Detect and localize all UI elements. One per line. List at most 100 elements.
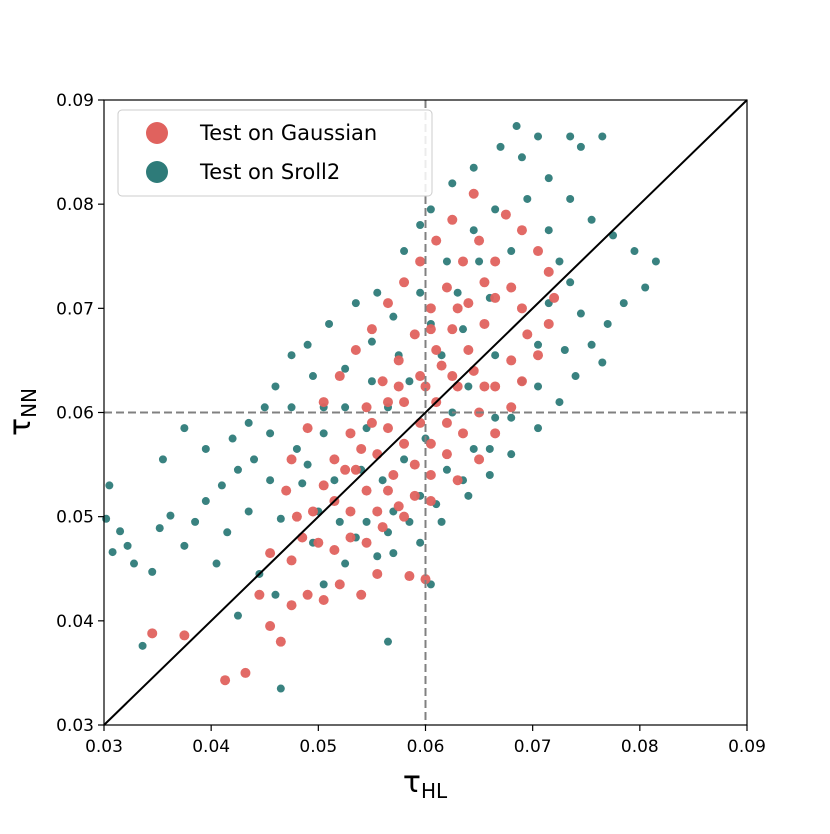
scatter-point bbox=[549, 292, 560, 303]
scatter-point bbox=[651, 257, 660, 266]
legend-marker bbox=[146, 122, 168, 144]
y-tick-label: 0.04 bbox=[56, 612, 94, 632]
x-label-symbol: τ bbox=[403, 765, 421, 800]
scatter-point bbox=[319, 429, 328, 438]
scatter-point bbox=[560, 346, 569, 354]
scatter-point bbox=[382, 423, 393, 434]
x-tick-label: 0.07 bbox=[514, 737, 552, 757]
scatter-point bbox=[416, 538, 425, 547]
scatter-point bbox=[201, 497, 210, 506]
scatter-point bbox=[479, 318, 490, 329]
scatter-point bbox=[416, 288, 425, 297]
scatter-point bbox=[373, 552, 382, 561]
scatter-point bbox=[350, 464, 361, 475]
scatter-point bbox=[372, 449, 383, 460]
scatter-point bbox=[500, 209, 511, 220]
scatter-point bbox=[463, 298, 474, 309]
scatter-point bbox=[372, 506, 383, 517]
scatter-point bbox=[286, 454, 297, 465]
scatter-point bbox=[576, 142, 585, 151]
scatter-point bbox=[388, 470, 399, 480]
scatter-point bbox=[452, 475, 463, 486]
scatter-point bbox=[334, 371, 345, 382]
scatter-point bbox=[318, 595, 329, 605]
scatter-point bbox=[437, 517, 446, 526]
scatter-point bbox=[459, 325, 468, 334]
scatter-point bbox=[265, 548, 276, 559]
scatter-point bbox=[491, 205, 500, 214]
scatter-point bbox=[555, 398, 564, 407]
scatter-point bbox=[108, 548, 117, 557]
scatter-point bbox=[298, 479, 307, 488]
scatter-point bbox=[641, 283, 650, 292]
scatter-point bbox=[399, 277, 410, 288]
scatter-point bbox=[382, 298, 393, 309]
scatter-point bbox=[555, 257, 564, 266]
scatter-point bbox=[517, 153, 526, 162]
x-label-subscript: HL bbox=[421, 779, 448, 803]
scatter-point bbox=[228, 434, 237, 443]
scatter-point bbox=[474, 235, 485, 246]
scatter-point bbox=[425, 324, 436, 335]
scatter-point bbox=[458, 256, 469, 267]
scatter-point bbox=[516, 303, 527, 314]
scatter-point bbox=[361, 537, 372, 548]
scatter-point bbox=[399, 397, 410, 408]
scatter-point bbox=[180, 424, 189, 433]
x-tick-label: 0.09 bbox=[728, 737, 766, 757]
scatter-point bbox=[630, 247, 639, 256]
scatter-point bbox=[491, 413, 500, 422]
scatter-point bbox=[180, 541, 189, 550]
scatter-point bbox=[345, 506, 356, 517]
scatter-point bbox=[576, 309, 585, 318]
scatter-point bbox=[490, 292, 501, 303]
scatter-point bbox=[512, 122, 521, 131]
scatter-point bbox=[405, 377, 414, 386]
scatter-point bbox=[254, 589, 265, 600]
scatter-point bbox=[587, 215, 596, 224]
scatter-point bbox=[452, 381, 463, 392]
scatter-point bbox=[325, 319, 334, 328]
scatter-point bbox=[155, 524, 164, 533]
scatter-point bbox=[490, 428, 501, 439]
scatter-point bbox=[250, 455, 259, 464]
scatter-point bbox=[383, 637, 392, 646]
scatter-point bbox=[319, 580, 328, 589]
scatter-point bbox=[415, 371, 426, 382]
scatter-point bbox=[516, 225, 527, 236]
scatter-point bbox=[276, 514, 285, 523]
scatter-point bbox=[522, 329, 533, 340]
scatter-point bbox=[485, 471, 494, 479]
scatter-point bbox=[281, 485, 292, 496]
scatter-point bbox=[534, 424, 543, 433]
scatter-point bbox=[587, 340, 596, 349]
scatter-point bbox=[393, 501, 404, 512]
scatter-point bbox=[356, 443, 367, 454]
scatter-point bbox=[351, 299, 360, 308]
y-axis-label: τNN bbox=[3, 388, 41, 436]
scatter-point bbox=[415, 256, 426, 267]
scatter-point bbox=[366, 324, 377, 335]
y-tick-label: 0.05 bbox=[56, 508, 94, 528]
scatter-point bbox=[345, 428, 356, 439]
scatter-point bbox=[506, 355, 517, 366]
scatter-point bbox=[447, 371, 458, 382]
scatter-point bbox=[490, 381, 501, 392]
scatter-point bbox=[276, 684, 285, 693]
scatter-point bbox=[469, 444, 478, 453]
y-tick-label: 0.06 bbox=[56, 404, 94, 424]
scatter-point bbox=[356, 589, 367, 600]
scatter-point bbox=[409, 459, 420, 470]
scatter-point bbox=[448, 179, 457, 188]
scatter-point bbox=[416, 221, 425, 229]
scatter-point bbox=[297, 532, 308, 543]
scatter-point bbox=[220, 675, 231, 686]
scatter-point bbox=[409, 329, 420, 340]
scatter-point bbox=[287, 403, 296, 412]
scatter-point bbox=[469, 163, 478, 172]
scatter-point bbox=[469, 226, 478, 235]
scatter-point bbox=[271, 590, 280, 599]
scatter-point bbox=[341, 559, 350, 568]
y-label-subscript: NN bbox=[17, 388, 41, 418]
scatter-point bbox=[534, 132, 543, 141]
